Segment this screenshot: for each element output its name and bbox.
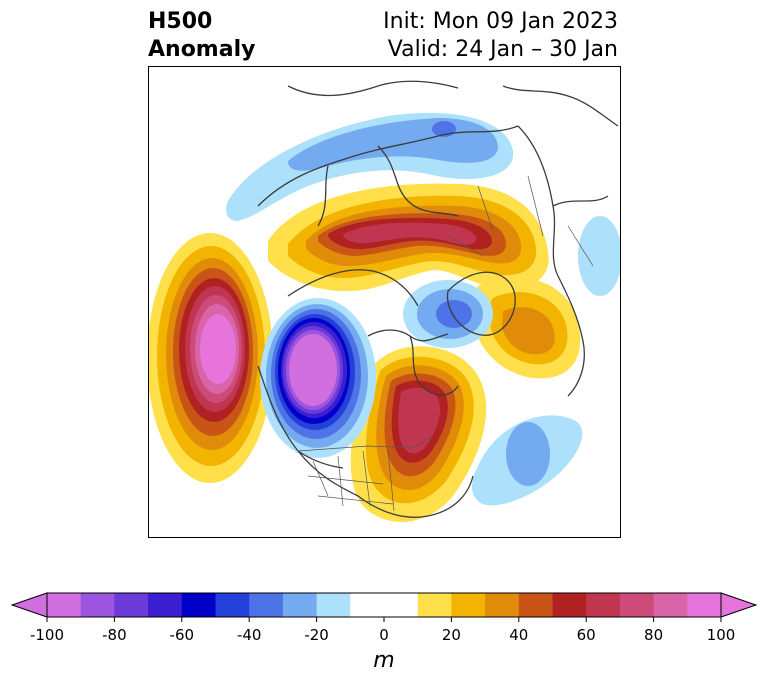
- negative-anomaly-europe-east: [578, 216, 621, 296]
- colorbar-segment: [148, 593, 183, 617]
- colorbar-segment: [350, 593, 419, 617]
- anomaly-contours: [148, 80, 621, 523]
- colorbar-segment: [518, 593, 553, 617]
- colorbar-segment: [249, 593, 284, 617]
- colorbar-segment: [687, 593, 722, 617]
- title-line2: Anomaly: [148, 37, 256, 62]
- colorbar-extend-min: [10, 592, 48, 618]
- title-left: H500 Anomaly: [148, 8, 255, 64]
- colorbar-blocks: [10, 592, 758, 618]
- init-date: Init: Mon 09 Jan 2023: [383, 9, 618, 34]
- colorbar-segment: [215, 593, 250, 617]
- colorbar-segment: [80, 593, 115, 617]
- negative-anomaly-siberia: [226, 112, 514, 221]
- negative-anomaly-atlantic: [472, 415, 583, 506]
- colorbar-tick-label: 20: [442, 626, 461, 644]
- colorbar-segment: [316, 593, 351, 617]
- colorbar-tick-label: 80: [644, 626, 663, 644]
- borders: [297, 175, 594, 512]
- colorbar-segment: [114, 593, 149, 617]
- positive-anomaly-pacific: [148, 233, 273, 483]
- colorbar-tick-label: -80: [102, 626, 127, 644]
- colorbar-segment: [485, 593, 520, 617]
- colorbar-tick-label: -40: [237, 626, 262, 644]
- colorbar-segment: [653, 593, 688, 617]
- colorbar-tick-label: -20: [304, 626, 329, 644]
- colorbar: -100 -80 -60 -40 -20 0 20 40 60 80 100: [10, 592, 758, 644]
- colorbar-tick-label: 0: [379, 626, 389, 644]
- title-line1: H500: [148, 9, 213, 34]
- valid-range: Valid: 24 Jan – 30 Jan: [387, 37, 618, 62]
- colorbar-segment: [181, 593, 216, 617]
- colorbar-tick-label: -100: [30, 626, 64, 644]
- colorbar-segment: [282, 593, 318, 617]
- colorbar-unit-label: m: [373, 648, 395, 673]
- map-frame: [148, 66, 621, 538]
- colorbar-extend-max: [720, 592, 758, 618]
- positive-anomaly-arctic-ridge: [268, 183, 549, 292]
- colorbar-tick-label: 100: [707, 626, 736, 644]
- colorbar-segment: [586, 593, 621, 617]
- negative-anomaly-western-us-canada: [260, 298, 376, 458]
- title-right: Init: Mon 09 Jan 2023 Valid: 24 Jan – 30…: [383, 8, 618, 64]
- anomaly-map: [148, 66, 621, 538]
- colorbar-segment: [619, 593, 655, 617]
- colorbar-tick-label: 60: [577, 626, 596, 644]
- coastlines: [257, 80, 619, 518]
- colorbar-ticks: -100 -80 -60 -40 -20 0 20 40 60 80 100: [30, 617, 735, 644]
- colorbar-segment: [451, 593, 486, 617]
- colorbar-segment: [417, 593, 452, 617]
- colorbar-segment: [47, 593, 82, 617]
- colorbar-segment: [552, 593, 587, 617]
- positive-anomaly-greenland-southeast: [471, 277, 581, 379]
- colorbar-tick-label: 40: [509, 626, 528, 644]
- positive-anomaly-eastern-north-america: [350, 346, 487, 523]
- colorbar-tick-label: -60: [170, 626, 195, 644]
